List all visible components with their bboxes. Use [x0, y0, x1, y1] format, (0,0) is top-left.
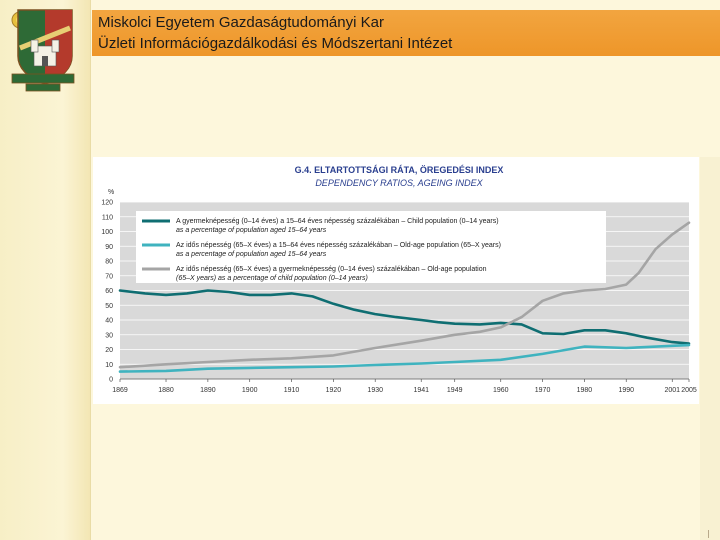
x-tick-label-2005: 2005	[681, 387, 697, 394]
y-tick-label-80: 80	[105, 259, 113, 266]
x-tick-label-1980: 1980	[577, 387, 593, 394]
x-tick-label-1920: 1920	[326, 387, 342, 394]
x-tick-label-1941: 1941	[413, 387, 429, 394]
x-tick-label-1930: 1930	[367, 387, 383, 394]
x-tick-label-1949: 1949	[447, 387, 463, 394]
y-tick-label-20: 20	[105, 347, 113, 354]
corner-mark	[708, 530, 713, 538]
series-line-2	[118, 343, 691, 373]
y-tick-label-90: 90	[105, 244, 113, 251]
legend-label-3-line-2: (65–X years) as a percentage of child po…	[176, 275, 368, 282]
series-line-3	[118, 221, 691, 369]
y-tick-label-100: 100	[101, 229, 113, 236]
legend-label-3-line-1: Az idős népesség (65–X éves) a gyermekné…	[176, 266, 487, 273]
chart-title: G.4. ELTARTOTTSÁGI RÁTA, ÖREGEDÉSI INDEX	[295, 165, 504, 175]
y-tick-label-0: 0	[109, 377, 113, 384]
x-tick-label-1890: 1890	[200, 387, 216, 394]
chart-frame: G.4. ELTARTOTTSÁGI RÁTA, ÖREGEDÉSI INDEX…	[93, 157, 699, 404]
legend-label-2-line-2: as a percentage of population aged 15–64…	[176, 251, 327, 258]
legend-label-2-line-1: Az idős népesség (65–X éves) a 15–64 éve…	[176, 242, 501, 249]
x-tick-label-1880: 1880	[158, 387, 174, 394]
header-title: Miskolci Egyetem Gazdaságtudományi Kar Ü…	[98, 12, 452, 54]
right-margin-strip	[700, 157, 720, 540]
x-tick-label-2001: 2001	[664, 387, 680, 394]
header-bar	[92, 10, 720, 56]
y-tick-label-60: 60	[105, 288, 113, 295]
sidebar-decoration	[0, 0, 91, 540]
y-tick-label-10: 10	[105, 362, 113, 369]
x-tick-label-1910: 1910	[284, 387, 300, 394]
legend-label-1-line-2: as a percentage of population aged 15–64…	[176, 227, 327, 234]
series-line-1	[118, 289, 691, 345]
x-tick-label-1900: 1900	[242, 387, 258, 394]
legend-label-1-line-1: A gyermeknépesség (0–14 éves) a 15–64 év…	[176, 218, 499, 225]
header-line-1: Miskolci Egyetem Gazdaságtudományi Kar	[98, 14, 384, 31]
y-axis-unit: %	[108, 189, 114, 196]
legend-box	[136, 211, 606, 283]
x-tick-label-1869: 1869	[112, 387, 128, 394]
x-tick-label-1970: 1970	[535, 387, 551, 394]
university-crest-icon	[11, 9, 75, 92]
plot-area: 0 10 20 30 40 50 60 70 80 90 100 110 120 1869 1880 1890…	[101, 200, 697, 395]
y-tick-label-120: 120	[101, 200, 113, 207]
x-tick-label-1960: 1960	[493, 387, 509, 394]
header-line-2: Üzleti Információgazdálkodási és Módszer…	[98, 35, 453, 52]
x-tick-label-1990: 1990	[618, 387, 634, 394]
y-tick-label-50: 50	[105, 303, 113, 310]
y-tick-label-40: 40	[105, 318, 113, 325]
chart-subtitle: DEPENDENCY RATIOS, AGEING INDEX	[315, 178, 483, 188]
dependency-ratio-chart: G.4. ELTARTOTTSÁGI RÁTA, ÖREGEDÉSI INDEX…	[93, 157, 699, 404]
y-tick-label-110: 110	[102, 214, 113, 221]
y-tick-label-30: 30	[105, 332, 113, 339]
y-tick-label-70: 70	[105, 273, 113, 280]
